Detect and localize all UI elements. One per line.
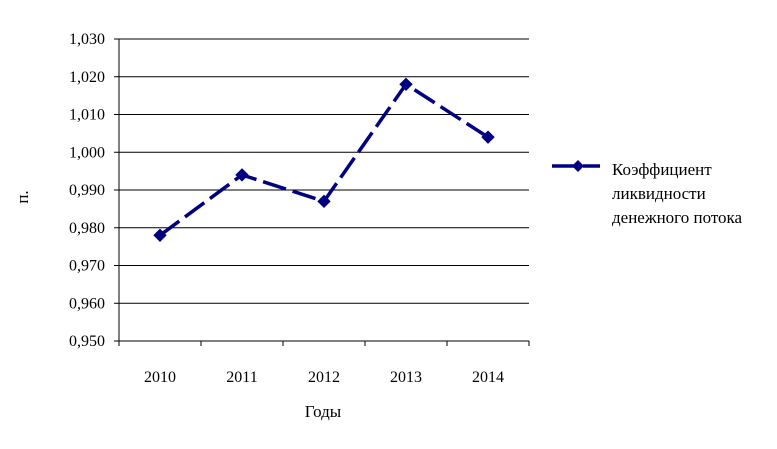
gridlines [119, 38, 529, 304]
y-axis-title: п. [13, 190, 32, 203]
y-tick-label: 1,030 [69, 31, 105, 48]
legend-label: Коэффициент ликвидности денежного потока [612, 160, 743, 227]
legend-marker [572, 160, 584, 172]
axes [114, 38, 530, 346]
y-tick-label: 0,970 [69, 258, 105, 275]
y-tick-label: 0,960 [69, 295, 105, 312]
data-point-marker [235, 168, 249, 182]
x-axis-title: Годы [305, 402, 342, 421]
x-tick-labels: 2010 2011 2012 2013 2014 [144, 369, 504, 386]
data-point-marker [317, 194, 331, 209]
y-tick-label: 0,980 [69, 220, 105, 237]
y-tick-label: 1,000 [69, 144, 105, 161]
x-tick-label: 2013 [390, 369, 422, 386]
series-line [158, 82, 489, 237]
y-tick-label: 0,950 [69, 333, 105, 350]
x-tick-label: 2011 [226, 369, 257, 386]
x-tick-label: 2014 [472, 369, 504, 386]
y-tick-labels: 0,950 0,960 0,970 0,980 0,990 1,000 1,010 1,020… [69, 31, 105, 350]
x-tick-label: 2012 [308, 369, 340, 386]
y-tick-label: 1,010 [69, 107, 105, 124]
legend: Коэффициент ликвидности денежного потока [552, 160, 743, 227]
legend-label-line: Коэффициент [612, 160, 712, 179]
data-point-marker [399, 77, 413, 92]
legend-label-line: ликвидности [612, 184, 706, 203]
data-point-marker [481, 130, 495, 144]
y-tick-label: 1,020 [69, 69, 105, 86]
data-point-marker [153, 228, 167, 243]
series [153, 77, 495, 243]
x-tick-label: 2010 [144, 369, 176, 386]
legend-label-line: денежного потока [612, 208, 743, 227]
y-tick-label: 0,990 [69, 182, 105, 199]
